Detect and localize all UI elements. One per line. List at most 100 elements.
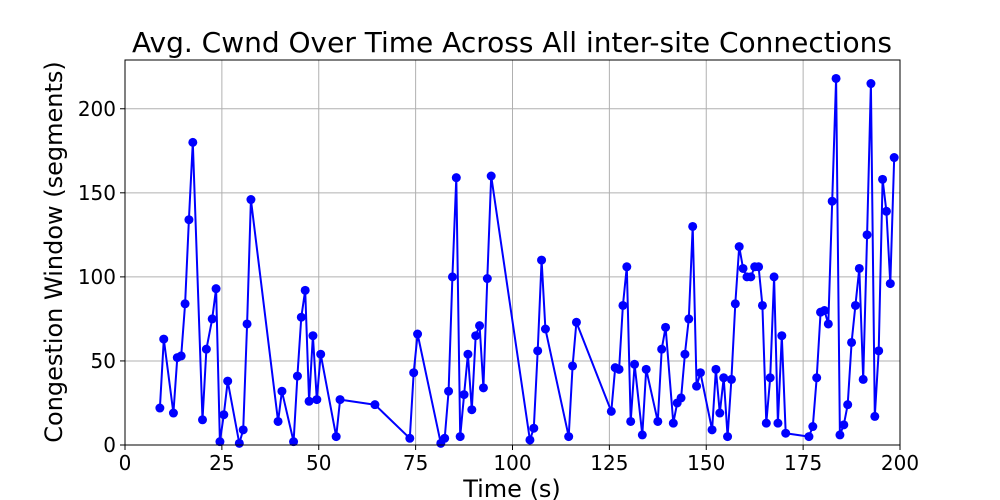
data-point [618, 300, 628, 310]
data-point [614, 364, 624, 374]
data-point [808, 422, 818, 432]
y-tick-label: 150 [78, 181, 116, 205]
data-point [695, 368, 705, 378]
data-point [657, 344, 667, 354]
data-point [537, 255, 547, 265]
x-tick-label: 100 [493, 451, 531, 475]
data-point [819, 306, 829, 316]
data-point [653, 416, 663, 426]
x-tick-label: 200 [881, 451, 919, 475]
data-point [447, 272, 457, 282]
data-point [692, 381, 702, 391]
x-tick-label: 125 [590, 451, 628, 475]
data-point [304, 396, 314, 406]
data-point [630, 359, 640, 369]
data-point [482, 274, 492, 284]
data-point [777, 331, 787, 341]
data-point [726, 374, 736, 384]
data-point [413, 329, 423, 339]
y-tick-label: 0 [103, 433, 116, 457]
x-tick-label: 150 [687, 451, 725, 475]
data-point [719, 373, 729, 383]
data-point [769, 272, 779, 282]
data-point [455, 432, 465, 442]
data-point [215, 437, 225, 447]
data-point [335, 395, 345, 405]
data-point [707, 425, 717, 435]
data-point [564, 432, 574, 442]
data-point [839, 420, 849, 430]
data-point [885, 279, 895, 289]
data-point [878, 174, 888, 184]
data-point [854, 263, 864, 273]
x-axis: 0 25 50 75 100 125 150 175 200 [119, 445, 919, 475]
data-point [201, 344, 211, 354]
data-point [730, 299, 740, 309]
data-point [223, 376, 233, 386]
data-point [637, 430, 647, 440]
data-point [180, 299, 190, 309]
data-point [568, 361, 578, 371]
data-point [219, 410, 229, 420]
data-point [715, 408, 725, 418]
data-point [242, 319, 252, 329]
data-point [316, 349, 326, 359]
data-point [626, 416, 636, 426]
data-point [459, 390, 469, 400]
data-point [475, 321, 485, 331]
data-point [370, 400, 380, 410]
data-point [471, 331, 481, 341]
data-point [440, 433, 450, 443]
series-line [158, 77, 896, 445]
data-point [463, 349, 473, 359]
data-point [467, 405, 477, 415]
data-point [812, 373, 822, 383]
data-point [451, 173, 461, 183]
data-point [870, 411, 880, 421]
data-point [684, 314, 694, 324]
x-tick-label: 75 [403, 451, 428, 475]
y-axis-label: Congestion Window (segments) [40, 61, 68, 443]
data-point [312, 395, 322, 405]
data-point [661, 322, 671, 332]
data-point [862, 230, 872, 240]
data-point [843, 400, 853, 410]
y-tick-label: 200 [78, 97, 116, 121]
data-point [207, 314, 217, 324]
data-point [540, 324, 550, 334]
data-point [668, 418, 678, 428]
data-point [571, 317, 581, 327]
data-point [773, 418, 783, 428]
data-point [289, 437, 299, 447]
data-point [606, 406, 616, 416]
data-point [761, 418, 771, 428]
data-point [211, 284, 221, 294]
data-point [858, 374, 868, 384]
data-point [188, 137, 198, 147]
data-point [246, 195, 256, 205]
data-point [757, 300, 767, 310]
x-tick-label: 0 [119, 451, 132, 475]
data-point [525, 435, 535, 445]
data-point [688, 221, 698, 231]
data-point [622, 262, 632, 272]
data-point [444, 386, 454, 396]
data-point [486, 171, 496, 181]
data-point [866, 79, 876, 89]
data-point [529, 423, 539, 433]
data-point [711, 364, 721, 374]
y-tick-label: 50 [91, 349, 116, 373]
grid [124, 60, 901, 446]
data-point [296, 312, 306, 322]
data-point [168, 408, 178, 418]
data-point [850, 300, 860, 310]
data-point [676, 393, 686, 403]
data-point [292, 371, 302, 381]
data-point [234, 438, 244, 448]
data-point [874, 346, 884, 356]
data-point [781, 428, 791, 438]
data-point [881, 206, 891, 216]
data-point [889, 153, 899, 163]
data-point [680, 349, 690, 359]
